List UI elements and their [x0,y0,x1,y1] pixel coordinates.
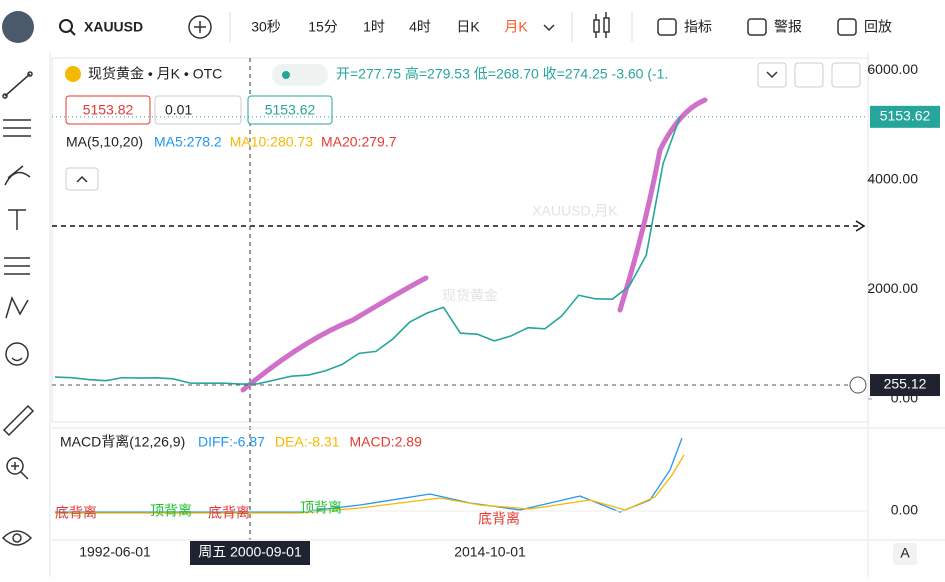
tool-icon[interactable] [657,18,677,36]
add-button[interactable] [188,15,212,39]
instrument-name: 现货黄金 • 月K • OTC [88,66,222,82]
toolbar [0,0,945,52]
annotation-stroke [617,97,708,313]
macd-dea [55,454,685,514]
chart-type-icon[interactable] [593,12,610,38]
price-tick: 6000.00 [867,61,918,77]
time-crosshair-tag [190,541,310,565]
last-price-tag [870,105,940,128]
divergence-label: 底背离 [208,505,250,521]
ma-value: MA20:279.7 [321,134,397,150]
time-label: 2014-10-01 [454,544,526,560]
maximize-button[interactable] [794,62,824,88]
watermark: XAUUSD,月K [532,203,618,219]
macd-value: DIFF:-6.87 [198,434,265,450]
tool[interactable]: 回放 [864,19,892,35]
macd-value: DEA:-8.31 [275,434,340,450]
settings-button[interactable] [831,62,861,88]
macd-value: MACD:2.89 [350,434,423,450]
collapse-button[interactable] [757,62,787,88]
interval[interactable]: 4时 [409,19,431,35]
spread: 0.01 [165,102,192,118]
crosshair-price: 255.12 [884,376,927,392]
search-icon[interactable] [59,19,73,33]
symbol-icon [65,66,81,82]
ma-title: MA(5,10,20) [66,134,143,150]
price-line [54,116,681,385]
interval[interactable]: 1时 [363,19,385,35]
ma-value: MA5:278.2 [154,134,222,150]
crosshair-tag [870,374,940,397]
last-price: 5153.62 [880,108,931,124]
ask: 5153.62 [265,102,316,118]
price-tick: 4000.00 [867,171,918,187]
bid: 5153.82 [83,102,134,118]
hide-legend[interactable] [65,167,99,191]
symbol[interactable]: XAUUSD [84,19,143,35]
tool-icon[interactable] [747,18,767,36]
interval[interactable]: 30秒 [251,19,281,35]
divergence-label: 底背离 [55,505,97,521]
tool[interactable]: 警报 [774,19,802,35]
avatar[interactable] [2,11,34,43]
macd-title: MACD背离(12,26,9) [60,434,185,450]
ma-value: MA10:280.73 [230,134,313,150]
time-crosshair: 周五 2000-09-01 [198,544,302,560]
price-tick: 2000.00 [867,280,918,296]
status-pill [272,64,328,86]
divergence-label: 顶背离 [300,500,342,516]
auto-scale[interactable] [893,543,917,565]
annotation-stroke [240,275,429,393]
ohlc: 开=277.75 高=279.53 低=268.70 收=274.25 -3.6… [336,66,668,82]
divergence-label: 顶背离 [150,503,192,519]
tool[interactable]: 指标 [684,19,712,35]
divergence-label: 底背离 [478,511,520,527]
drawing-tools[interactable] [1,71,35,546]
watermark: 现货黄金 [442,288,498,304]
tool-icon[interactable] [837,18,857,36]
dropdown[interactable] [543,24,555,32]
scale-mode[interactable]: A [900,545,910,561]
interval[interactable]: 15分 [308,19,338,35]
macd-zero: 0.00 [891,502,918,518]
crosshair-add[interactable] [849,376,867,394]
interval[interactable]: 月K [504,19,528,35]
macd-diff [55,437,683,513]
interval[interactable]: 日K [456,19,480,35]
time-label: 1992-06-01 [79,544,151,560]
